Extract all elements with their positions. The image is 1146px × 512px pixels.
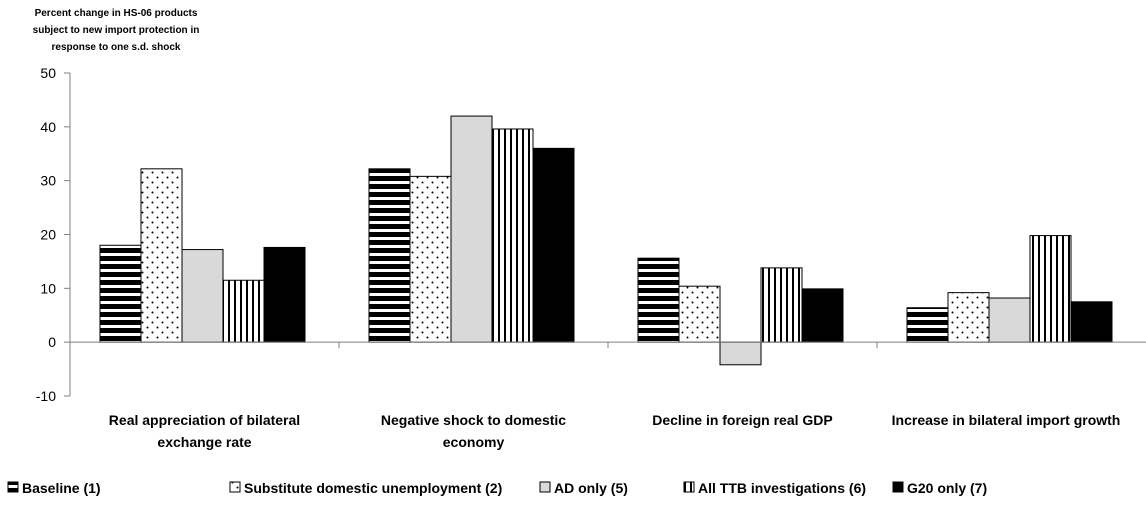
bar [368, 168, 411, 343]
y-tick-label: 0 [48, 334, 56, 350]
bar [719, 341, 762, 366]
y-axis-label-line-2: subject to new import protection in [33, 25, 200, 36]
bar [947, 292, 990, 343]
bar [222, 279, 265, 343]
y-tick-label: 20 [40, 227, 56, 243]
legend-label: AD only (5) [554, 480, 628, 496]
bar [1070, 301, 1113, 343]
bar [906, 307, 949, 343]
bar [1029, 235, 1072, 343]
y-tick-label: 30 [40, 173, 56, 189]
legend-label: G20 only (7) [907, 480, 987, 496]
bar [678, 285, 721, 343]
y-axis-label-line-3: response to one s.d. shock [52, 42, 181, 53]
y-tick-label: 10 [40, 280, 56, 296]
category-label: Negative shock to domestic [381, 412, 566, 428]
legend-label: Substitute domestic unemployment (2) [244, 480, 502, 496]
bar [801, 288, 844, 343]
bar [140, 168, 183, 343]
legend-swatch [7, 481, 19, 493]
bar [988, 297, 1031, 343]
bar [263, 246, 306, 343]
legend: Baseline (1) Substitute domestic unemploy… [7, 480, 987, 496]
category-label: Decline in foreign real GDP [652, 412, 833, 428]
bar [760, 267, 803, 343]
bar [637, 257, 680, 343]
bar [99, 244, 142, 343]
bar [409, 175, 452, 343]
y-tick-label: 50 [40, 65, 56, 81]
category-label: Increase in bilateral import growth [892, 412, 1121, 428]
legend-label: Baseline (1) [22, 480, 101, 496]
category-label: exchange rate [157, 434, 251, 450]
y-tick-label: 40 [40, 119, 56, 135]
category-labels: Real appreciation of bilateral exchange r… [109, 412, 1121, 450]
bars [99, 115, 1113, 366]
y-tick-label: -10 [36, 388, 56, 404]
legend-swatch [892, 481, 904, 493]
x-axis [70, 341, 1146, 349]
bar [532, 147, 575, 343]
y-axis: -10 0 10 20 30 40 50 [36, 65, 71, 404]
legend-label: All TTB investigations (6) [698, 480, 866, 496]
legend-swatch [539, 481, 551, 493]
y-axis-label-line-1: Percent change in HS-06 products [35, 8, 198, 19]
bar [450, 115, 493, 343]
category-label: Real appreciation of bilateral [109, 412, 300, 428]
category-label: economy [443, 434, 505, 450]
bar [181, 249, 224, 343]
legend-swatch [229, 481, 241, 493]
legend-swatch [683, 481, 695, 493]
bar [491, 128, 534, 343]
